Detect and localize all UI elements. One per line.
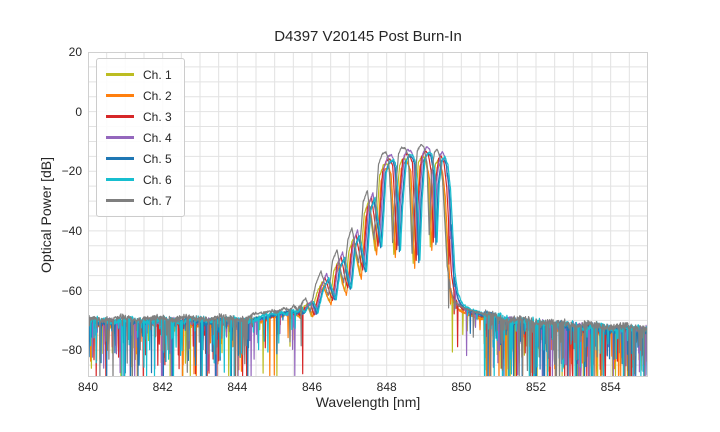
legend-line-swatch bbox=[106, 178, 134, 181]
x-tick-label: 842 bbox=[152, 380, 173, 394]
legend-item: Ch. 5 bbox=[106, 148, 172, 169]
series-lines bbox=[88, 143, 648, 377]
y-tick-label: −40 bbox=[61, 223, 82, 238]
x-tick-label: 854 bbox=[600, 380, 621, 394]
spectrum-plot bbox=[88, 52, 648, 377]
x-axis-label: Wavelength [nm] bbox=[315, 394, 421, 410]
x-tick-label: 852 bbox=[525, 380, 547, 394]
plot-area: Ch. 1 Ch. 2 Ch. 3 Ch. 4 Ch. 5 Ch. 6 Ch. 7 bbox=[88, 52, 648, 377]
x-tick-label: 844 bbox=[227, 380, 248, 394]
legend-line-swatch bbox=[106, 136, 134, 139]
legend-label: Ch. 5 bbox=[143, 151, 172, 166]
axes-spines bbox=[88, 52, 648, 377]
legend-label: Ch. 6 bbox=[143, 172, 172, 187]
legend: Ch. 1 Ch. 2 Ch. 3 Ch. 4 Ch. 5 Ch. 6 Ch. 7 bbox=[96, 58, 185, 217]
legend-item: Ch. 7 bbox=[106, 190, 172, 211]
legend-line-swatch bbox=[106, 115, 134, 118]
series-line-ch-7 bbox=[88, 143, 648, 377]
legend-label: Ch. 4 bbox=[143, 130, 172, 145]
legend-line-swatch bbox=[106, 73, 134, 76]
legend-label: Ch. 7 bbox=[143, 193, 172, 208]
legend-item: Ch. 6 bbox=[106, 169, 172, 190]
legend-item: Ch. 2 bbox=[106, 85, 172, 106]
legend-line-swatch bbox=[106, 199, 134, 202]
y-tick-label: −80 bbox=[61, 343, 82, 358]
legend-line-swatch bbox=[106, 157, 134, 160]
legend-line-swatch bbox=[106, 94, 134, 97]
x-tick-label: 846 bbox=[301, 380, 323, 394]
y-tick-label: 20 bbox=[68, 45, 82, 59]
legend-item: Ch. 4 bbox=[106, 127, 172, 148]
legend-label: Ch. 1 bbox=[143, 67, 172, 82]
legend-item: Ch. 1 bbox=[106, 64, 172, 85]
y-tick-label: −60 bbox=[61, 283, 82, 298]
chart-title: D4397 V20145 Post Burn-In bbox=[274, 28, 462, 45]
x-tick-label: 840 bbox=[77, 380, 99, 394]
legend-label: Ch. 3 bbox=[143, 109, 172, 124]
x-tick-label: 848 bbox=[376, 380, 397, 394]
y-tick-label: −20 bbox=[61, 164, 82, 179]
y-tick-label: 0 bbox=[75, 104, 82, 119]
legend-label: Ch. 2 bbox=[143, 88, 172, 103]
x-tick-label: 850 bbox=[451, 380, 472, 394]
legend-item: Ch. 3 bbox=[106, 106, 172, 127]
